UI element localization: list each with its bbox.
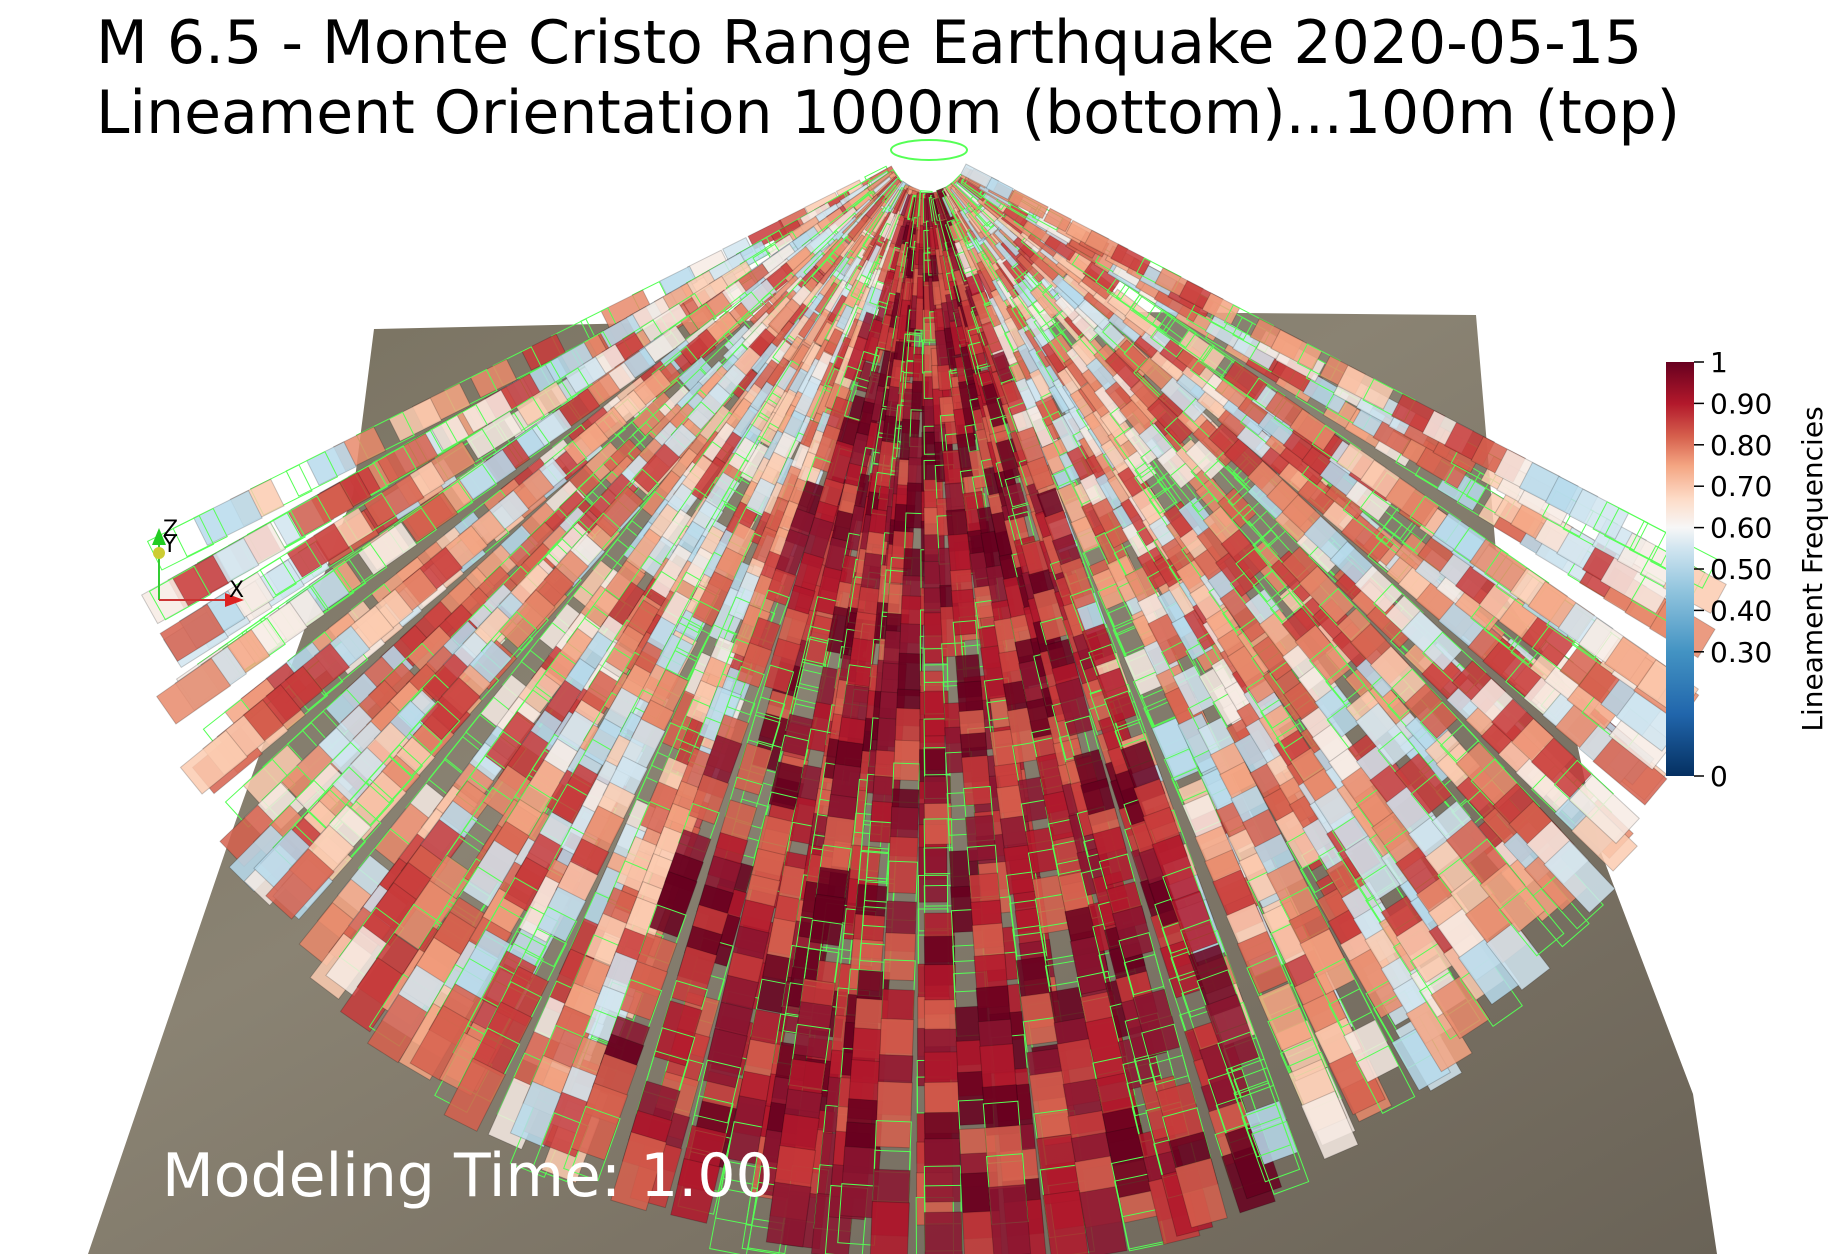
lineament-bar	[464, 410, 523, 460]
wire-bar	[755, 664, 795, 720]
lineament-bar	[987, 1183, 1032, 1254]
lineament-bar	[265, 847, 335, 920]
x-label: X	[229, 578, 244, 603]
lineament-bar	[515, 381, 569, 427]
lineament-bar	[159, 603, 226, 663]
wire-bar	[388, 721, 443, 778]
lineament-bar	[357, 521, 418, 576]
lineament-bar	[632, 443, 681, 494]
wire-bar	[429, 403, 489, 452]
wire-bar	[563, 1105, 621, 1182]
wire-bar	[726, 665, 765, 716]
lineament-bar	[193, 489, 263, 546]
lineament-bar	[306, 441, 357, 486]
lineament-bar	[735, 642, 773, 689]
wire-bar	[259, 540, 323, 596]
colorbar-title: Lineament Frequencies	[1796, 406, 1829, 731]
lineament-bar	[887, 836, 919, 895]
lineament-bar	[892, 739, 921, 782]
lineament-bar	[869, 1200, 910, 1254]
lineament-bar	[923, 1211, 964, 1254]
colorbar-tick-label: 0	[1710, 760, 1728, 793]
lineament-bar	[964, 814, 997, 862]
lineament-bar	[562, 421, 610, 466]
colorbar-tick-label: 0.80	[1710, 429, 1772, 462]
wire-bar	[693, 1059, 742, 1124]
title-line-1: M 6.5 - Monte Cristo Range Earthquake 20…	[96, 8, 1642, 78]
annotation: Modeling Time: 1.00	[162, 1141, 774, 1211]
y-label: Y	[162, 533, 177, 558]
lineament-bar	[763, 637, 802, 694]
lineament-bar	[388, 397, 443, 442]
lineament-bar	[686, 382, 733, 431]
lineament-bar	[670, 1157, 721, 1224]
lineament-bar	[961, 754, 992, 806]
colorbar-tick-label: 0.90	[1710, 387, 1772, 420]
lineament-bar	[687, 773, 730, 825]
lineament-bar	[984, 1124, 1026, 1191]
lineament-bar	[363, 474, 425, 528]
wire-bar	[665, 622, 711, 681]
lineament-bar	[443, 1057, 507, 1132]
title-line-2: Lineament Orientation 1000m (bottom)...1…	[96, 78, 1680, 148]
colorbar-tick-label: 0.70	[1710, 470, 1772, 503]
wire-bar	[531, 1112, 589, 1183]
lineament-bar	[419, 676, 481, 741]
wire-bar	[285, 450, 339, 497]
lineament-bar	[883, 932, 917, 982]
lineament-bar	[923, 1138, 962, 1203]
lineament-bar	[875, 1081, 913, 1149]
lineament-bar	[564, 356, 607, 394]
lineament-bar	[950, 588, 977, 636]
lineament-bar	[918, 846, 948, 903]
wire-bar	[332, 543, 388, 594]
lineament-bar	[610, 1131, 668, 1212]
wire-bar	[408, 700, 461, 754]
wire-bar	[148, 565, 211, 621]
lineament-bar	[764, 567, 797, 607]
lineament-bar	[179, 729, 249, 795]
lineament-bar	[670, 945, 718, 1008]
colorbar-tick-label: 0.30	[1710, 636, 1772, 669]
lineament-bar	[401, 491, 459, 543]
lineament-bar	[531, 408, 573, 447]
colorbar-tick-label: 0.40	[1710, 594, 1772, 627]
lineament-bars	[140, 139, 1727, 1254]
lineament-bar	[648, 870, 698, 938]
lineament-bar	[286, 522, 350, 578]
colorbar	[1666, 362, 1694, 776]
lineament-bar	[593, 485, 645, 538]
lineament-bar	[498, 589, 556, 649]
colorbar-tick-label: 0.60	[1710, 512, 1772, 545]
colorbar-tick-label: 1	[1710, 346, 1728, 379]
colorbar-tick-label: 0.50	[1710, 553, 1772, 586]
lineament-bar	[733, 742, 773, 796]
lineament-bar	[155, 657, 232, 725]
lineament-bar	[469, 358, 518, 399]
lineament-bar	[702, 1027, 748, 1089]
